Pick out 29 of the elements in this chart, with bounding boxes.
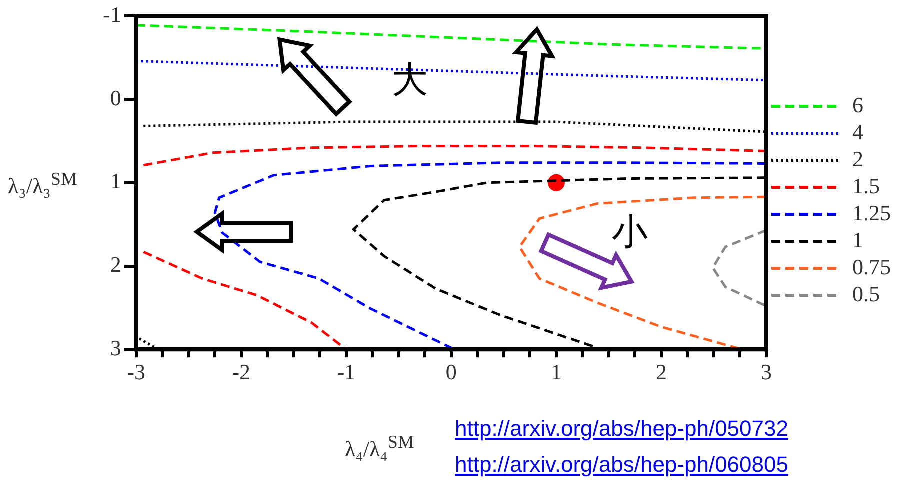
legend-label: 1.25 <box>852 200 891 226</box>
text: http://arxiv.org/abs/hep-ph/050732 <box>455 416 788 442</box>
y-tick-label: 3 <box>110 335 122 360</box>
legend-label: 4 <box>852 119 864 144</box>
legend-label: 0.75 <box>852 254 891 280</box>
x-tick-label: -3 <box>127 360 146 385</box>
legend-label: 2 <box>852 146 864 172</box>
line-series <box>518 196 766 350</box>
legend-label: 1 <box>852 227 864 252</box>
y-tick-label: 1 <box>110 168 122 194</box>
y-tick-label: 2 <box>110 252 122 278</box>
annotation: 大 <box>392 59 428 103</box>
x-tick-label: 0 <box>446 360 457 385</box>
y-axis-title: λ₃/λ₃$^{SM}$ <box>8 168 78 200</box>
legend-label: 0.5 <box>852 281 880 306</box>
x-tick-label: -2 <box>232 360 251 385</box>
x-tick-label: -1 <box>337 360 356 385</box>
legend-label: 1.5 <box>852 173 880 198</box>
line-series <box>712 229 766 308</box>
x-tick-label: 2 <box>656 360 667 385</box>
y-tick-label: -1 <box>103 2 122 27</box>
annotation: 小 <box>612 211 648 255</box>
legend-label: 6 <box>852 92 864 118</box>
text: http://arxiv.org/abs/hep-ph/060805 <box>455 452 788 478</box>
x-tick-label: 3 <box>761 360 772 385</box>
line-series <box>214 162 766 350</box>
y-tick-label: 0 <box>110 85 122 110</box>
x-tick-label: 1 <box>550 360 562 385</box>
x-axis-title: λ₄/λ₄$^{SM}$ <box>345 432 414 462</box>
